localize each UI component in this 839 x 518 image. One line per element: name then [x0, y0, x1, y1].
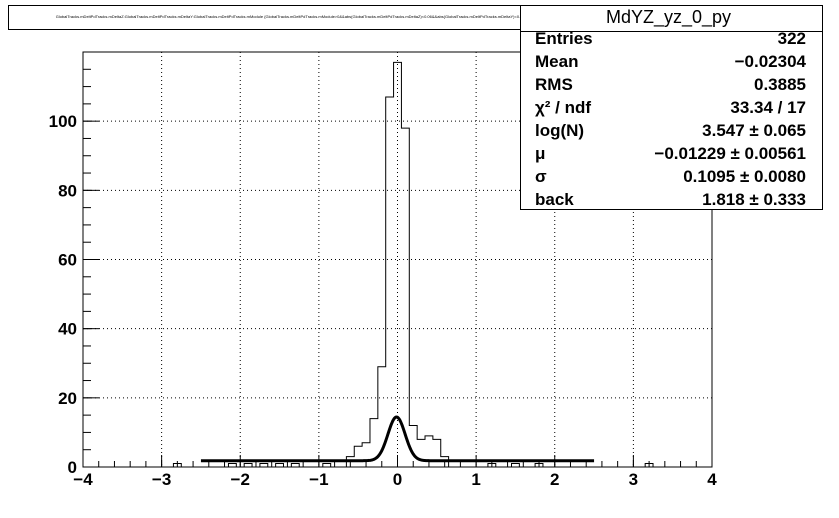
- y-tick-label: 40: [58, 320, 77, 339]
- x-tick-label: 3: [629, 470, 638, 489]
- y-tick-label: 100: [49, 112, 77, 131]
- stats-label: σ: [535, 167, 547, 186]
- stats-value: 33.34 / 17: [730, 98, 806, 117]
- y-tick-label: 20: [58, 389, 77, 408]
- fit-curve: [200, 415, 595, 463]
- y-tick-label: 80: [58, 181, 77, 200]
- stats-row-entries: Entries 322: [535, 29, 806, 51]
- stats-row-sigma: σ 0.1095 ± 0.0080: [535, 167, 806, 189]
- stats-row-back: back 1.818 ± 0.333: [535, 190, 806, 212]
- stats-value: 1.818 ± 0.333: [702, 190, 806, 209]
- stats-row-mu: μ −0.01229 ± 0.00561: [535, 144, 806, 166]
- x-tick-label: 4: [707, 470, 717, 489]
- stats-label: back: [535, 190, 574, 209]
- stats-name-text: MdYZ_yz_0_py: [606, 7, 732, 27]
- x-tick-label: −4: [73, 470, 93, 489]
- stats-label: Entries: [535, 29, 593, 48]
- x-tick-label: −3: [152, 470, 171, 489]
- x-tick-label: 2: [550, 470, 559, 489]
- stats-histogram-name: MdYZ_yz_0_py: [521, 6, 823, 32]
- stats-row-chi2: χ² / ndf 33.34 / 17: [535, 98, 806, 120]
- x-tick-label: 1: [471, 470, 480, 489]
- y-tick-label: 60: [58, 251, 77, 270]
- stats-value: −0.02304: [734, 52, 806, 71]
- stats-value: 3.547 ± 0.065: [702, 121, 806, 140]
- stats-row-logn: log(N) 3.547 ± 0.065: [535, 121, 806, 143]
- stats-value: 322: [777, 29, 806, 48]
- title-box: GlobalTracks.mDeltPdTracks.mDeltaZ:Globa…: [8, 5, 595, 30]
- stats-label: Mean: [535, 52, 579, 71]
- stats-label: RMS: [535, 75, 573, 94]
- stats-row-rms: RMS 0.3885: [535, 75, 806, 97]
- stats-box: MdYZ_yz_0_py Entries 322 Mean −0.02304 R…: [520, 5, 823, 210]
- stats-value: 0.3885: [754, 75, 806, 94]
- x-tick-label: 0: [393, 470, 402, 489]
- stats-label: log(N): [535, 121, 585, 140]
- plot-title: GlobalTracks.mDeltPdTracks.mDeltaZ:Globa…: [55, 14, 548, 19]
- stats-value: 0.1095 ± 0.0080: [683, 167, 806, 186]
- stats-label: χ² / ndf: [535, 98, 592, 117]
- stats-row-mean: Mean −0.02304: [535, 52, 806, 74]
- y-tick-label: 0: [68, 458, 77, 477]
- stats-value: −0.01229 ± 0.00561: [654, 144, 806, 163]
- x-tick-label: −1: [309, 470, 328, 489]
- x-tick-label: −2: [231, 470, 250, 489]
- stats-label: μ: [535, 144, 546, 163]
